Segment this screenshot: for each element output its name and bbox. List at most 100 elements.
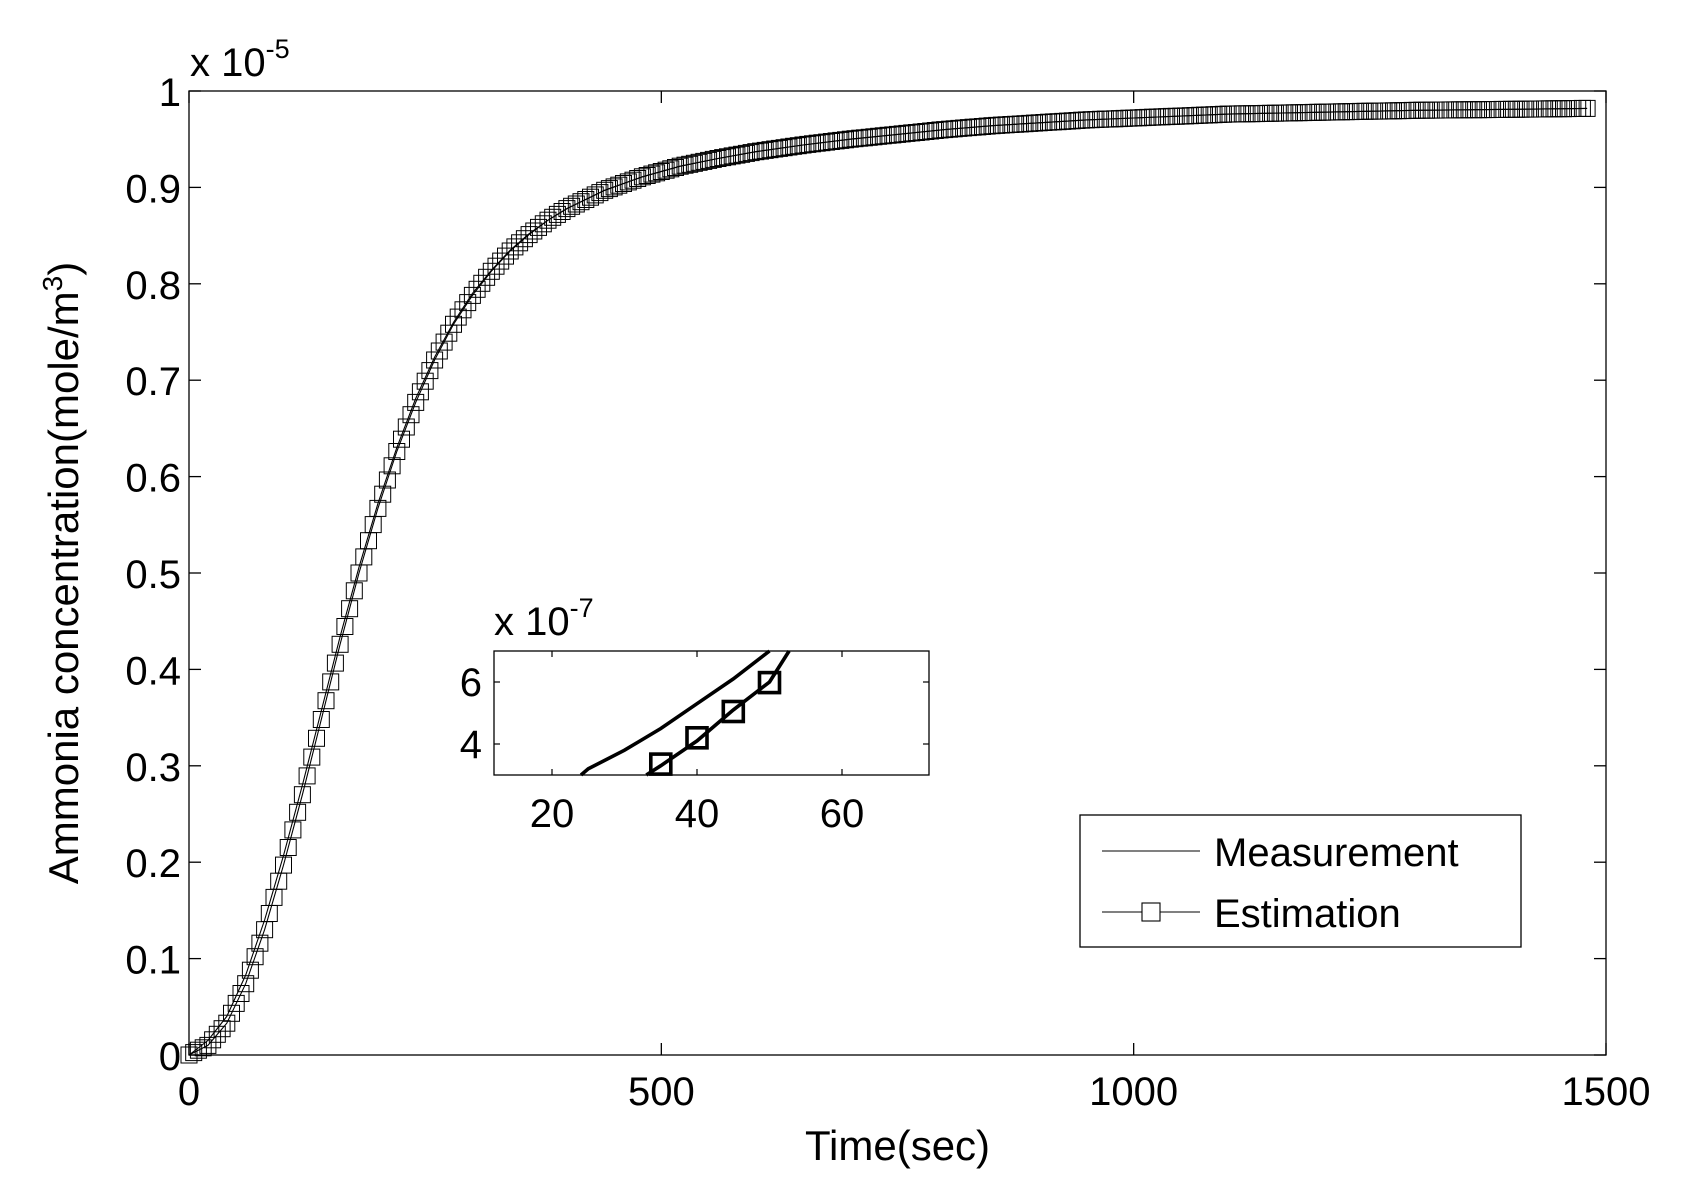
y-axis-label: Ammonia concentration(mole/m3) [37, 262, 87, 884]
estimation-marker [747, 143, 765, 161]
y-tick-label: 0.3 [125, 746, 181, 790]
estimation-marker [435, 333, 453, 351]
estimation-marker [341, 600, 359, 618]
y-tick-label: 0.2 [125, 842, 181, 886]
estimation-marker [411, 383, 429, 401]
estimation-marker [445, 315, 462, 333]
estimation-marker [752, 142, 769, 160]
estimation-marker [742, 144, 760, 162]
estimation-marker [723, 147, 741, 165]
estimation-marker [567, 195, 585, 213]
estimation-marker [813, 134, 831, 152]
legend-box [1079, 814, 1522, 948]
estimation-marker [487, 257, 505, 275]
estimation-marker [719, 148, 736, 166]
estimation-marker [671, 157, 689, 175]
estimation-marker [624, 171, 642, 189]
estimation-marker [657, 161, 675, 179]
inset-estimation-marker [648, 752, 673, 776]
estimation-marker [520, 226, 538, 244]
estimation-marker [794, 136, 812, 154]
estimation-marker [619, 173, 637, 191]
estimation-marker [322, 673, 340, 691]
estimation-marker [770, 139, 788, 157]
estimation-marker [572, 193, 590, 211]
estimation-marker [246, 948, 264, 966]
estimation-marker [837, 131, 854, 149]
estimation-marker [690, 153, 708, 171]
estimation-marker [478, 268, 496, 286]
y-tick-label: 0.9 [125, 167, 181, 211]
estimation-marker [761, 141, 779, 159]
estimation-marker [610, 176, 628, 194]
estimation-marker [714, 149, 732, 167]
estimation-marker [449, 308, 467, 326]
estimation-marker [251, 934, 269, 952]
estimation-marker [525, 222, 543, 240]
estimation-marker [289, 803, 307, 821]
estimation-marker [397, 418, 415, 436]
y-exponent-power: -5 [266, 34, 290, 64]
y-tick-label: 0.4 [125, 649, 181, 693]
estimation-marker [728, 146, 746, 164]
inset-x-tick-label: 40 [675, 792, 720, 836]
estimation-marker [326, 654, 344, 672]
estimation-marker [737, 144, 755, 162]
y-tick-label: 0.8 [125, 264, 181, 308]
estimation-marker [775, 139, 793, 157]
estimation-marker [426, 351, 444, 369]
legend-label-measurement: Measurement [1214, 831, 1459, 875]
estimation-marker [785, 137, 803, 155]
estimation-marker [241, 961, 259, 979]
estimation-marker [648, 164, 666, 182]
x-tick-label: 0 [178, 1070, 200, 1114]
estimation-marker [218, 1014, 236, 1032]
y-axis-label-superscript: 3 [37, 276, 68, 292]
estimation-marker [667, 159, 684, 176]
estimation-marker [208, 1025, 226, 1043]
estimation-marker [586, 186, 604, 204]
inset-estimation-marker [721, 699, 746, 724]
estimation-marker [402, 406, 420, 424]
estimation-marker [700, 151, 718, 169]
estimation-marker [440, 324, 458, 342]
estimation-marker [591, 184, 609, 202]
estimation-marker [473, 274, 491, 292]
estimation-marker [189, 1041, 207, 1059]
estimation-marker [204, 1031, 222, 1049]
estimation-marker [539, 211, 557, 229]
estimation-marker [832, 131, 850, 149]
estimation-marker [388, 443, 406, 460]
estimation-marker [463, 286, 481, 304]
inset-y-tick-label: 6 [460, 661, 482, 705]
estimation-marker [180, 1046, 198, 1064]
estimation-marker [605, 178, 623, 196]
estimation-marker [1578, 99, 1596, 117]
estimation-marker [544, 208, 562, 226]
inset-x-tick-label: 60 [820, 792, 865, 836]
estimation-marker [596, 181, 614, 199]
estimation-marker [345, 582, 363, 600]
estimation-marker [662, 160, 680, 178]
estimation-marker [336, 618, 354, 635]
inset-y-tick-label: 4 [460, 723, 482, 767]
inset-estimation-marker [685, 725, 709, 750]
x-axis-label: Time(sec) [805, 1122, 990, 1169]
estimation-marker [468, 280, 486, 298]
y-tick-label: 0 [159, 1035, 181, 1079]
estimation-marker [577, 191, 595, 208]
estimation-marker [303, 748, 321, 766]
estimation-marker [293, 786, 311, 804]
estimation-marker [393, 430, 410, 448]
y-tick-label: 0.1 [125, 939, 181, 983]
estimation-marker [430, 342, 448, 360]
estimation-marker [237, 975, 255, 993]
estimation-marker [454, 301, 472, 319]
estimation-marker [416, 372, 434, 390]
estimation-marker [312, 711, 330, 728]
legend-marker-estimation [1141, 902, 1161, 922]
estimation-marker [676, 156, 694, 174]
